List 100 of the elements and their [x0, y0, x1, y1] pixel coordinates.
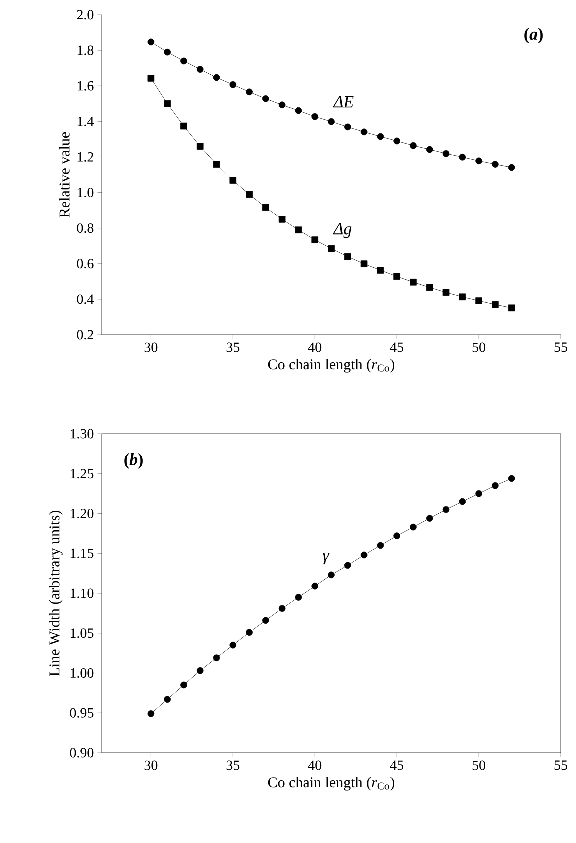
- point: [459, 294, 466, 301]
- point: [426, 284, 434, 292]
- point: [492, 301, 499, 308]
- y-tick-label: 1.10: [70, 588, 94, 598]
- point: [492, 482, 499, 490]
- point: [196, 667, 204, 674]
- point: [394, 138, 400, 145]
- point: [476, 158, 482, 165]
- point: [262, 204, 270, 212]
- point: [426, 515, 434, 522]
- y-tick-label: 1.4: [78, 116, 94, 126]
- point: [295, 594, 302, 601]
- point: [213, 654, 220, 662]
- y-tick-label: 0.4: [77, 294, 94, 304]
- series-label: γ: [322, 553, 330, 565]
- point: [377, 133, 384, 140]
- point: [328, 572, 335, 579]
- x-tick-label: 30: [144, 342, 158, 352]
- point: [180, 58, 188, 65]
- point: [230, 81, 237, 88]
- y-tick-label: 1.15: [70, 548, 94, 558]
- point: [360, 552, 368, 559]
- point: [312, 236, 319, 244]
- series-label: ΔE: [333, 96, 354, 108]
- y-tick-label: 1.05: [70, 628, 94, 638]
- annotation: (a): [524, 28, 543, 44]
- point: [196, 66, 204, 73]
- point: [360, 260, 368, 268]
- point: [360, 128, 368, 136]
- x-tick-label: 35: [226, 342, 240, 352]
- x-tick-label: 45: [390, 760, 404, 770]
- point: [278, 605, 286, 612]
- point: [394, 532, 400, 540]
- y-tick-label: 1.8: [78, 46, 94, 56]
- x-tick-label: 30: [144, 760, 158, 770]
- point: [148, 75, 155, 82]
- x-tick-label: 50: [472, 342, 486, 352]
- y-tick-label: 1.30: [70, 429, 94, 439]
- point: [278, 102, 286, 109]
- y-axis-title: Line Width (arbitrary units): [49, 510, 63, 676]
- x-tick-label: 40: [308, 760, 322, 770]
- point: [213, 161, 220, 168]
- y-axis-title: Relative value: [59, 132, 70, 218]
- y-tick-label: 0.6: [77, 259, 94, 269]
- point: [230, 642, 237, 649]
- point: [164, 48, 171, 56]
- point: [442, 289, 450, 296]
- point: [442, 150, 450, 158]
- point: [508, 164, 516, 172]
- x-axis-title: Co chain length (r$_{Co}$): [268, 359, 395, 373]
- point: [164, 696, 171, 703]
- x-tick-label: 55: [554, 342, 568, 352]
- point: [377, 267, 384, 274]
- y-tick-label: 1.20: [70, 509, 94, 519]
- point: [164, 100, 171, 108]
- y-tick-label: 1.2: [78, 152, 94, 162]
- y-tick-label: 1.25: [70, 469, 94, 479]
- annotation: (b): [124, 453, 143, 469]
- point: [278, 216, 286, 223]
- series-label: Δg: [333, 223, 352, 238]
- point: [328, 245, 335, 252]
- point: [312, 582, 319, 590]
- y-tick-label: 0.8: [77, 224, 94, 234]
- y-tick-label: 2.0: [77, 10, 94, 20]
- point: [508, 304, 516, 312]
- point: [196, 143, 204, 150]
- x-tick-label: 40: [308, 342, 322, 352]
- point: [344, 124, 352, 131]
- point: [295, 226, 302, 234]
- point: [394, 273, 400, 280]
- point: [246, 88, 253, 96]
- point: [230, 177, 237, 184]
- point: [492, 161, 499, 168]
- point: [148, 710, 155, 718]
- point: [508, 475, 516, 482]
- point: [459, 498, 466, 506]
- point: [377, 542, 384, 550]
- point: [476, 298, 482, 304]
- x-tick-label: 55: [554, 760, 568, 770]
- y-tick-label: 0.95: [70, 708, 94, 718]
- point: [328, 118, 335, 126]
- point: [262, 617, 270, 624]
- x-tick-label: 35: [226, 760, 240, 770]
- point: [459, 154, 466, 161]
- point: [344, 253, 352, 260]
- y-tick-label: 0.2: [77, 330, 94, 340]
- y-tick-label: 0.90: [70, 748, 94, 758]
- y-tick-label: 1.00: [70, 668, 94, 678]
- x-tick-label: 45: [390, 342, 404, 352]
- point: [312, 113, 319, 120]
- point: [410, 142, 417, 150]
- point: [295, 107, 302, 114]
- point: [148, 38, 155, 46]
- point: [410, 278, 417, 286]
- point: [410, 524, 417, 531]
- point: [262, 96, 270, 102]
- x-tick-label: 50: [472, 760, 486, 770]
- y-tick-label: 1.6: [78, 81, 94, 91]
- y-tick-label: 1.0: [78, 188, 94, 198]
- point: [213, 74, 220, 82]
